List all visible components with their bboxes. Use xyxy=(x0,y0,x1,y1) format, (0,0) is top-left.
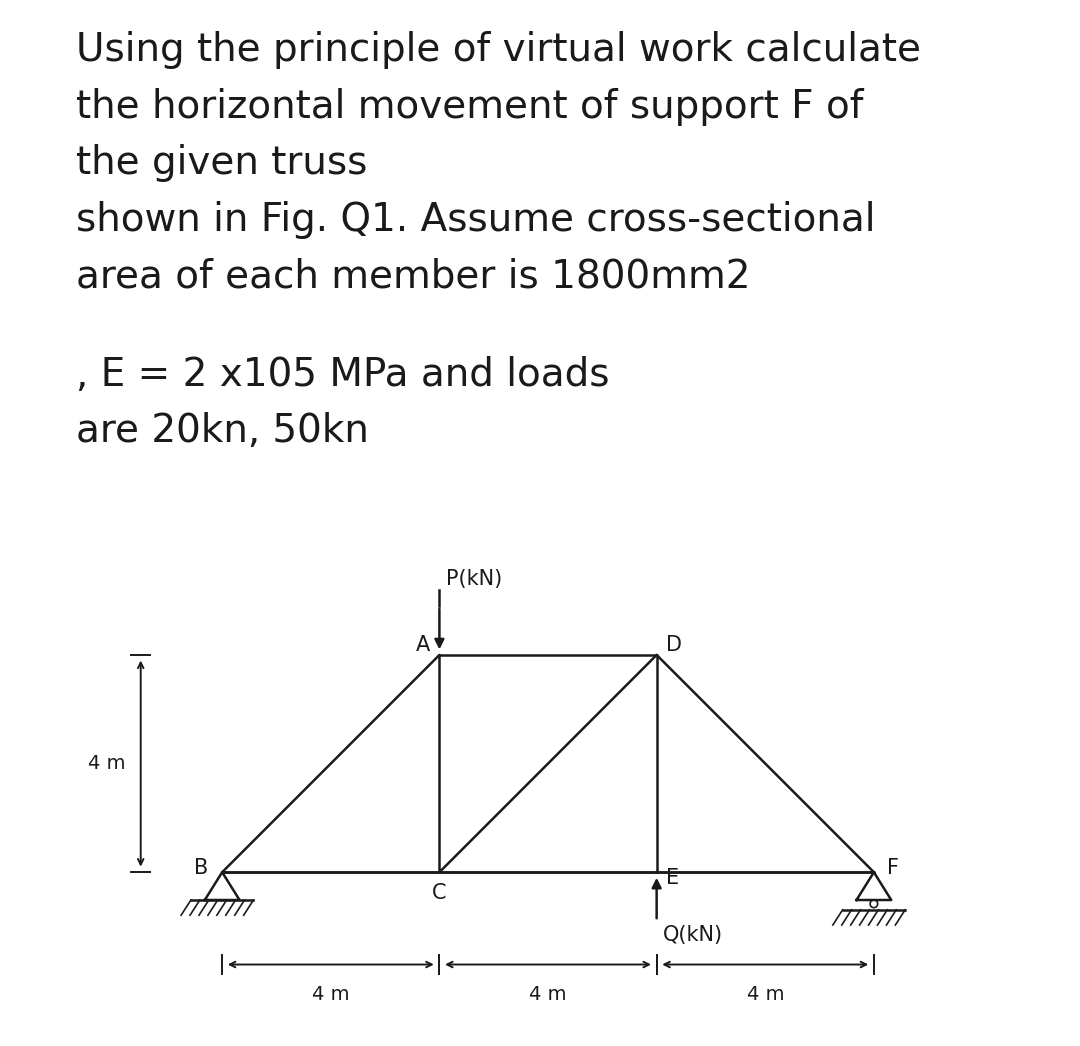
Text: shown in Fig. Q1. Assume cross-sectional: shown in Fig. Q1. Assume cross-sectional xyxy=(76,201,875,238)
Text: E: E xyxy=(666,867,679,888)
Text: 4 m: 4 m xyxy=(87,754,125,773)
Text: are 20kn, 50kn: are 20kn, 50kn xyxy=(76,412,368,450)
Text: 4 m: 4 m xyxy=(529,985,567,1004)
Text: the given truss: the given truss xyxy=(76,144,367,182)
Text: F: F xyxy=(887,858,899,878)
Text: C: C xyxy=(432,883,447,903)
Text: B: B xyxy=(194,858,208,878)
Text: A: A xyxy=(416,635,430,655)
Text: D: D xyxy=(666,635,681,655)
Text: P(kN): P(kN) xyxy=(446,569,502,589)
Text: 4 m: 4 m xyxy=(746,985,784,1004)
Text: Using the principle of virtual work calculate: Using the principle of virtual work calc… xyxy=(76,31,920,69)
Text: area of each member is 1800mm2: area of each member is 1800mm2 xyxy=(76,257,751,295)
Text: Q(kN): Q(kN) xyxy=(663,926,724,946)
Text: the horizontal movement of support F of: the horizontal movement of support F of xyxy=(76,88,863,126)
Text: , E = 2 x105 MPa and loads: , E = 2 x105 MPa and loads xyxy=(76,356,609,393)
Text: 4 m: 4 m xyxy=(312,985,350,1004)
